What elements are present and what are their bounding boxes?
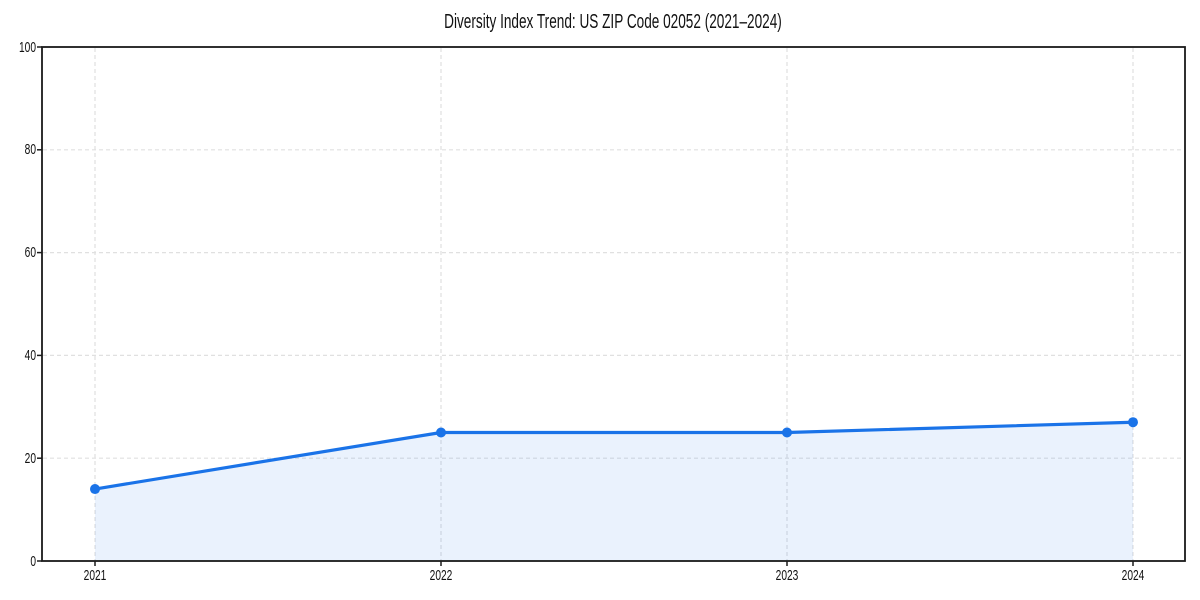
y-tick-label: 100 (18, 38, 36, 56)
area-fill (95, 422, 1133, 561)
y-tick-label: 80 (24, 141, 36, 159)
y-tick-label: 40 (24, 346, 36, 364)
plot-frame (41, 46, 1186, 562)
data-point-marker (90, 484, 100, 495)
x-tick-label: 2024 (1121, 567, 1145, 584)
data-point-marker (436, 427, 446, 438)
y-tick-label: 60 (24, 244, 36, 262)
data-point-marker (782, 427, 792, 438)
data-point-marker (1128, 417, 1138, 428)
x-tick-label: 2023 (775, 567, 799, 584)
x-tick-label: 2021 (83, 567, 107, 584)
y-tick-label: 20 (24, 449, 36, 467)
y-tick-label: 0 (30, 552, 36, 570)
trend-line (93, 420, 1135, 491)
x-tick-label: 2022 (429, 567, 453, 584)
chart-title: Diversity Index Trend: US ZIP Code 02052… (444, 11, 782, 33)
